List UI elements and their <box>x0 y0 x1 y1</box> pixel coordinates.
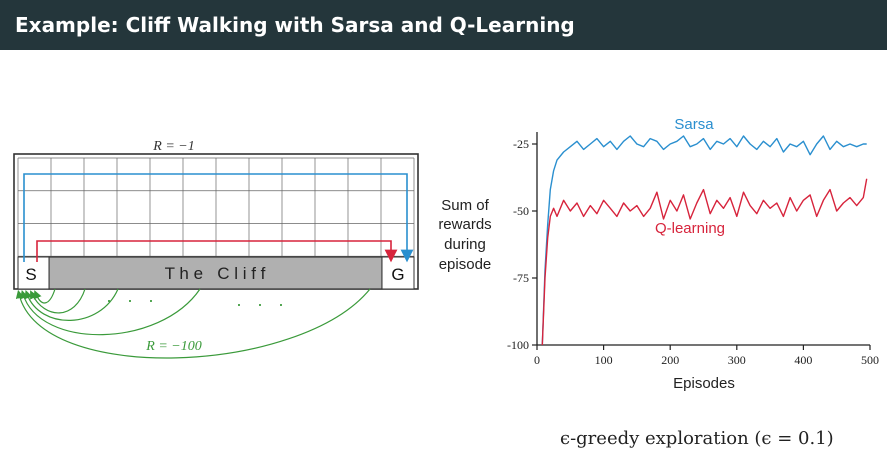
x-tick-label: 200 <box>661 353 679 367</box>
y-tick-label: -100 <box>507 338 529 352</box>
series-label-sarsa: Sarsa <box>674 116 714 133</box>
dots-right: · · · <box>236 294 284 314</box>
y-tick-label: -25 <box>513 137 529 151</box>
page-title: Example: Cliff Walking with Sarsa and Q-… <box>15 13 575 37</box>
y-axis-label-line-4: episode <box>439 256 492 273</box>
qlearning-path <box>36 240 398 263</box>
y-axis-label-line-3: during <box>444 236 486 253</box>
cliff-fall-arrows <box>15 288 371 359</box>
x-axis-label: Episodes <box>673 375 735 392</box>
x-tick-label: 0 <box>534 353 540 367</box>
start-label: S <box>25 265 36 284</box>
cliff-reward-label: R = −100 <box>145 339 201 354</box>
y-axis-label-line-2: rewards <box>438 216 491 233</box>
x-tick-label: 400 <box>794 353 812 367</box>
header-bar: Example: Cliff Walking with Sarsa and Q-… <box>0 0 887 50</box>
step-reward-label: R = −1 <box>152 139 194 154</box>
x-tick-label: 500 <box>861 353 879 367</box>
exploration-caption: ϵ-greedy exploration (ϵ = 0.1) <box>560 428 834 449</box>
x-tick-label: 100 <box>595 353 613 367</box>
y-axis-label: Sum of rewards during episode <box>438 197 491 273</box>
series-label-qlearning: Q-learning <box>655 220 725 237</box>
y-tick-label: -75 <box>513 271 529 285</box>
sarsa-path <box>23 173 414 263</box>
cliff-label: T h e C l i f f <box>165 264 266 283</box>
x-tick-label: 300 <box>728 353 746 367</box>
qlearning-series-line <box>541 178 868 346</box>
y-axis-label-line-1: Sum of <box>441 197 489 214</box>
dots-left: · · · <box>106 290 154 310</box>
goal-label: G <box>391 265 404 284</box>
start-cell <box>17 256 50 290</box>
sarsa-series-line <box>541 135 867 346</box>
y-tick-label: -50 <box>513 204 529 218</box>
